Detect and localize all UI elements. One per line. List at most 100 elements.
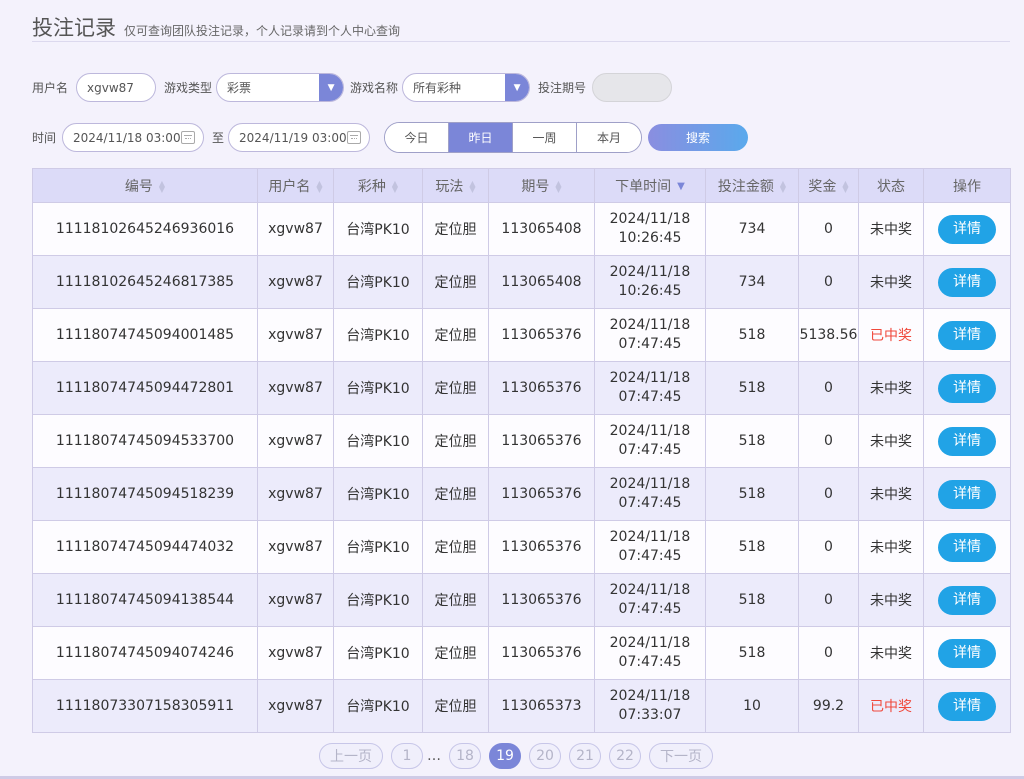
period-input[interactable] xyxy=(592,73,673,102)
sort-icon[interactable]: ▲ ▼ xyxy=(555,178,562,194)
chevron-down-icon[interactable]: ▼ xyxy=(505,74,530,101)
to-label: 至 xyxy=(212,131,225,145)
cell-prize: 0 xyxy=(798,573,859,627)
filter-row-primary: 用户名 游戏类型 彩票 ▼ 游戏名称 所有彩种 ▼ 投注期号 xyxy=(32,73,680,102)
cell-amount: 518 xyxy=(705,573,799,627)
order-clock: 10:26:45 xyxy=(618,283,682,299)
time-label: 时间 xyxy=(32,131,57,145)
prev-page-button[interactable]: 上一页 xyxy=(319,743,383,769)
status-badge: 未中奖 xyxy=(858,520,924,574)
detail-button[interactable]: 详情 xyxy=(938,267,996,297)
col-header-amount[interactable]: 投注金额 ▲ ▼ xyxy=(705,168,799,203)
table-row: 11118073307158305911 xgvw87 台湾PK10 定位胆 11306… xyxy=(32,679,1011,733)
page-button-21[interactable]: 21 xyxy=(569,743,601,769)
cell-period: 113065376 xyxy=(488,308,595,362)
order-clock: 07:47:45 xyxy=(618,495,682,511)
sort-icon[interactable]: ▲ ▼ xyxy=(469,178,476,194)
status-badge: 未中奖 xyxy=(858,573,924,627)
cell-play: 定位胆 xyxy=(422,467,489,521)
detail-button[interactable]: 详情 xyxy=(938,426,996,456)
cell-lottery: 台湾PK10 xyxy=(333,414,423,468)
order-date: 2024/11/18 xyxy=(609,582,691,598)
cell-amount: 518 xyxy=(705,414,799,468)
cell-id: 11118074745094533700 xyxy=(32,414,258,468)
status-badge: 未中奖 xyxy=(858,414,924,468)
col-header-order-time[interactable]: 下单时间 ▼ xyxy=(594,168,706,203)
table-row: 11118074745094518239 xgvw87 台湾PK10 定位胆 11306… xyxy=(32,467,1011,521)
cell-id: 11118074745094138544 xyxy=(32,573,258,627)
detail-button[interactable]: 详情 xyxy=(938,638,996,668)
game-name-select[interactable]: 所有彩种 ▼ xyxy=(402,73,531,102)
col-header-prize[interactable]: 奖金 ▲ ▼ xyxy=(798,168,859,203)
calendar-icon[interactable] xyxy=(181,131,196,144)
cell-lottery: 台湾PK10 xyxy=(333,308,423,362)
cell-prize: 0 xyxy=(798,626,859,680)
next-page-button[interactable]: 下一页 xyxy=(649,743,713,769)
detail-button[interactable]: 详情 xyxy=(938,373,996,403)
col-header-user[interactable]: 用户名 ▲ ▼ xyxy=(257,168,334,203)
sort-icon[interactable]: ▲ ▼ xyxy=(158,178,166,194)
cell-action: 详情 xyxy=(923,573,1011,627)
order-date: 2024/11/18 xyxy=(609,370,691,386)
date-from-input[interactable]: 2024/11/18 03:00 xyxy=(62,123,205,152)
cell-action: 详情 xyxy=(923,361,1011,415)
cell-action: 详情 xyxy=(923,308,1011,362)
sort-icon[interactable]: ▲ ▼ xyxy=(842,178,849,194)
detail-button[interactable]: 详情 xyxy=(938,320,996,350)
search-button[interactable]: 搜索 xyxy=(648,124,749,151)
cell-id: 11118074745094474032 xyxy=(32,520,258,574)
col-header-lottery[interactable]: 彩种 ▲ ▼ xyxy=(333,168,423,203)
page-subtitle: 仅可查询团队投注记录，个人记录请到个人中心查询 xyxy=(124,24,401,38)
calendar-icon[interactable] xyxy=(347,131,362,144)
quick-range-group: 今日 昨日 一周 本月 xyxy=(384,122,643,153)
cell-action: 详情 xyxy=(923,626,1011,680)
detail-button[interactable]: 详情 xyxy=(938,585,996,615)
page-button-first[interactable]: 1 xyxy=(391,743,423,769)
table-row: 11118074745094001485 xgvw87 台湾PK10 定位胆 11306… xyxy=(32,308,1011,362)
range-today-button[interactable]: 今日 xyxy=(385,123,450,152)
cell-prize: 0 xyxy=(798,361,859,415)
date-to-input[interactable]: 2024/11/19 03:00 xyxy=(228,123,371,152)
range-month-button[interactable]: 本月 xyxy=(577,123,642,152)
sort-icon[interactable]: ▲ ▼ xyxy=(779,178,787,194)
order-date: 2024/11/18 xyxy=(609,317,691,333)
order-clock: 07:33:07 xyxy=(618,707,682,723)
cell-prize: 0 xyxy=(798,255,859,309)
cell-order-time: 2024/11/18 07:47:45 xyxy=(594,361,706,415)
col-header-period[interactable]: 期号 ▲ ▼ xyxy=(488,168,595,203)
page-button-22[interactable]: 22 xyxy=(609,743,641,769)
table-row: 11118102645246817385 xgvw87 台湾PK10 定位胆 11306… xyxy=(32,255,1011,309)
range-yesterday-button[interactable]: 昨日 xyxy=(449,123,514,152)
page-button-current[interactable]: 19 xyxy=(489,743,521,769)
page-button-20[interactable]: 20 xyxy=(529,743,561,769)
page-button-18[interactable]: 18 xyxy=(449,743,481,769)
cell-order-time: 2024/11/18 07:47:45 xyxy=(594,573,706,627)
bet-records-table: 编号 ▲ ▼ 用户名 ▲ ▼ 彩种 ▲ ▼ 玩法 ▲ ▼ 期号 ▲ ▼ 下单时间 ▼ 投注金额 ▲ ▼ 奖… xyxy=(32,168,1011,733)
detail-button[interactable]: 详情 xyxy=(938,691,996,721)
cell-user: xgvw87 xyxy=(257,626,334,680)
order-date: 2024/11/18 xyxy=(609,476,691,492)
chevron-down-icon[interactable]: ▼ xyxy=(319,74,344,101)
cell-order-time: 2024/11/18 07:47:45 xyxy=(594,414,706,468)
detail-button[interactable]: 详情 xyxy=(938,479,996,509)
cell-id: 11118102645246936016 xyxy=(32,202,258,256)
cell-user: xgvw87 xyxy=(257,361,334,415)
cell-action: 详情 xyxy=(923,679,1011,733)
col-header-id[interactable]: 编号 ▲ ▼ xyxy=(32,168,258,203)
cell-period: 113065376 xyxy=(488,361,595,415)
cell-user: xgvw87 xyxy=(257,467,334,521)
game-type-select[interactable]: 彩票 ▼ xyxy=(216,73,345,102)
status-badge: 未中奖 xyxy=(858,626,924,680)
username-input[interactable] xyxy=(76,73,157,102)
game-name-label: 游戏名称 xyxy=(350,81,399,95)
cell-play: 定位胆 xyxy=(422,361,489,415)
detail-button[interactable]: 详情 xyxy=(938,214,996,244)
order-date: 2024/11/18 xyxy=(609,529,691,545)
detail-button[interactable]: 详情 xyxy=(938,532,996,562)
range-week-button[interactable]: 一周 xyxy=(513,123,578,152)
sort-icon[interactable]: ▲ ▼ xyxy=(316,178,323,194)
sort-desc-icon[interactable]: ▼ xyxy=(677,181,685,192)
sort-icon[interactable]: ▲ ▼ xyxy=(391,178,399,194)
col-header-play[interactable]: 玩法 ▲ ▼ xyxy=(422,168,489,203)
status-badge: 已中奖 xyxy=(858,679,924,733)
